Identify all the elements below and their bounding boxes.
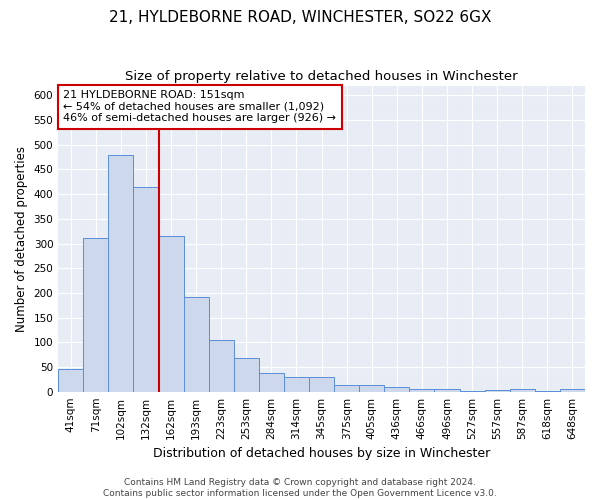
Title: Size of property relative to detached houses in Winchester: Size of property relative to detached ho… <box>125 70 518 83</box>
Bar <box>259 374 284 392</box>
Bar <box>133 187 158 392</box>
Bar <box>385 387 409 392</box>
Text: 21 HYLDEBORNE ROAD: 151sqm
← 54% of detached houses are smaller (1,092)
46% of s: 21 HYLDEBORNE ROAD: 151sqm ← 54% of deta… <box>64 90 337 124</box>
Bar <box>83 238 109 392</box>
Bar <box>109 154 133 392</box>
Bar <box>158 236 184 392</box>
Bar <box>209 340 234 392</box>
Bar <box>184 298 209 392</box>
Bar <box>409 389 434 392</box>
Bar <box>234 358 259 392</box>
Y-axis label: Number of detached properties: Number of detached properties <box>15 146 28 332</box>
Bar <box>485 390 510 392</box>
Bar <box>510 389 535 392</box>
Bar <box>434 389 460 392</box>
X-axis label: Distribution of detached houses by size in Winchester: Distribution of detached houses by size … <box>153 447 490 460</box>
Bar <box>359 385 385 392</box>
Text: 21, HYLDEBORNE ROAD, WINCHESTER, SO22 6GX: 21, HYLDEBORNE ROAD, WINCHESTER, SO22 6G… <box>109 10 491 25</box>
Text: Contains HM Land Registry data © Crown copyright and database right 2024.
Contai: Contains HM Land Registry data © Crown c… <box>103 478 497 498</box>
Bar <box>309 377 334 392</box>
Bar <box>284 377 309 392</box>
Bar <box>560 389 585 392</box>
Bar <box>58 369 83 392</box>
Bar <box>334 386 359 392</box>
